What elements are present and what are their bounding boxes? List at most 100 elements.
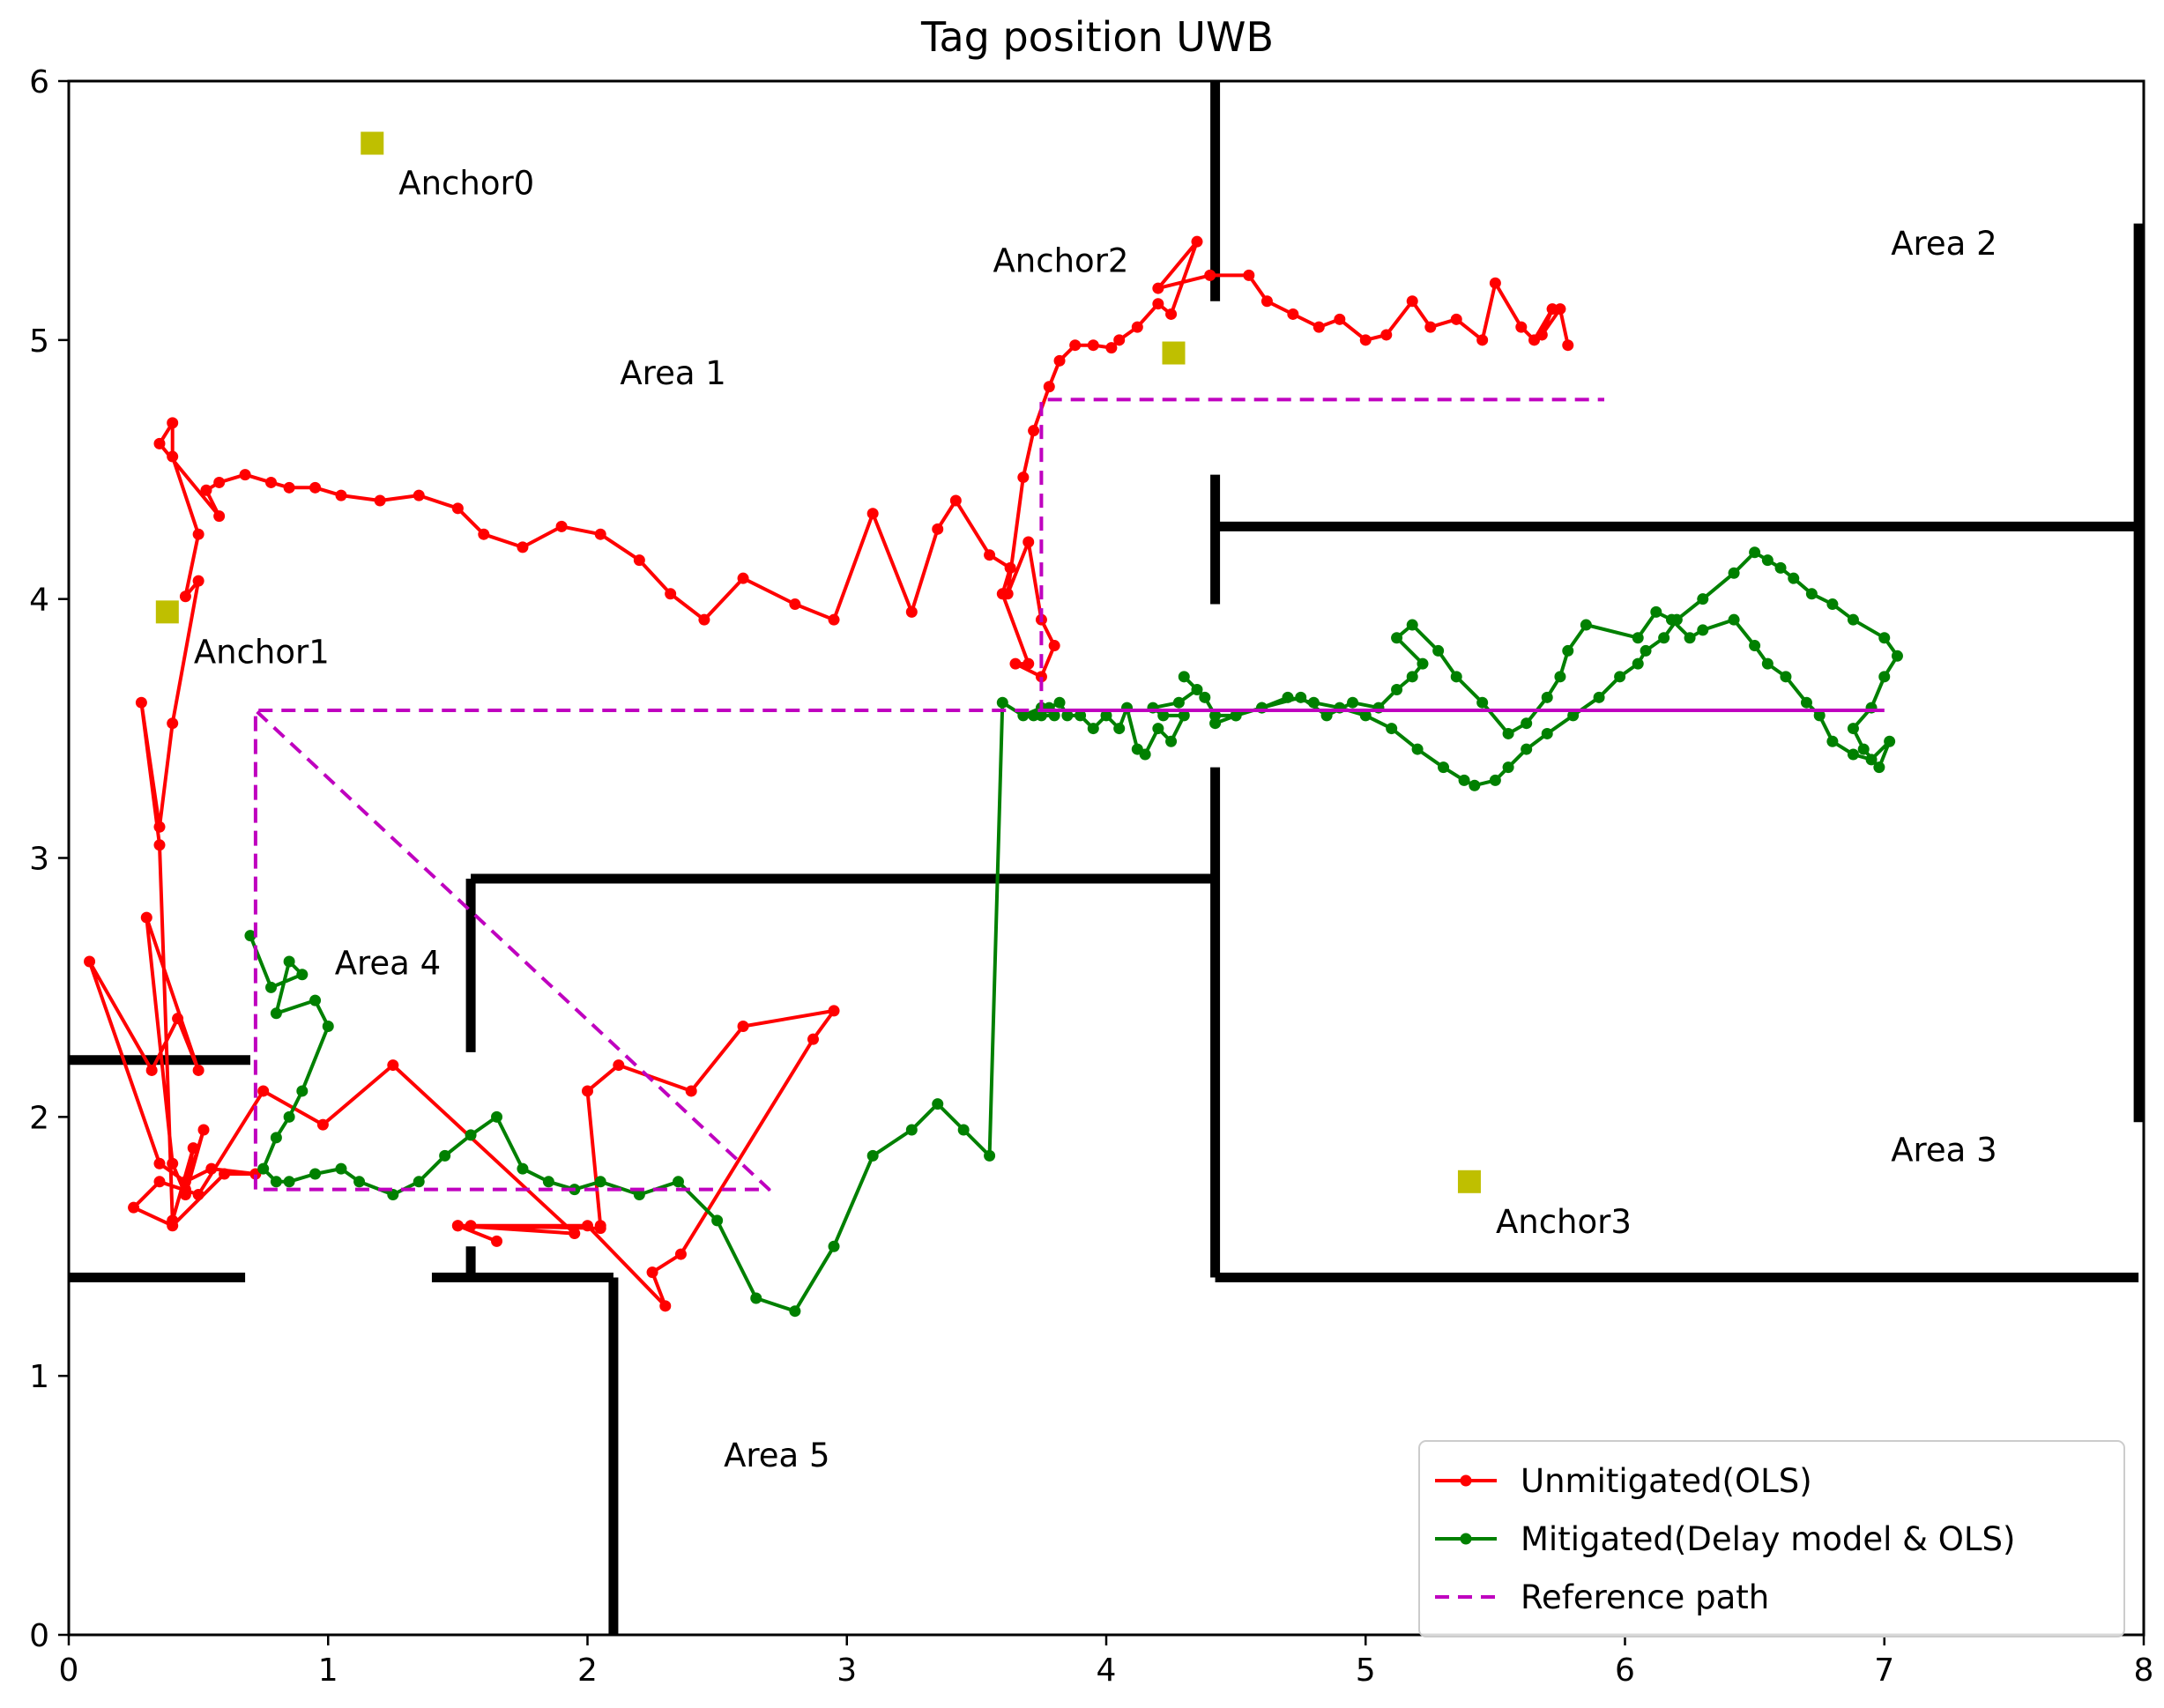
series-1-point	[1891, 650, 1903, 662]
series-0-point	[192, 575, 205, 587]
legend-label-1: Mitigated(Delay model & OLS)	[1521, 1520, 2015, 1558]
series-1-point	[270, 1007, 282, 1020]
series-0-point	[1424, 321, 1437, 333]
series-0-point	[932, 523, 944, 535]
series-1-point	[1580, 619, 1592, 631]
series-0-point	[309, 481, 322, 494]
anchor-marker-1	[155, 600, 179, 624]
series-0-point	[1243, 269, 1255, 281]
series-0-point	[451, 1220, 464, 1232]
series-1-point	[996, 696, 1008, 709]
series-1-point	[1178, 671, 1190, 683]
anchor-label-1: Anchor1	[194, 633, 330, 671]
series-1-point	[1826, 598, 1839, 611]
series-1-point	[1035, 709, 1047, 722]
series-1-point	[1087, 723, 1099, 735]
series-0-point	[1406, 295, 1418, 308]
x-tick-label: 4	[1097, 1652, 1117, 1689]
series-0-point	[1028, 425, 1040, 437]
series-0-point	[84, 955, 96, 968]
series-1-point	[1075, 709, 1087, 722]
series-1-point	[1684, 632, 1696, 644]
series-0-point	[1380, 329, 1393, 341]
series-1-point	[1282, 691, 1294, 703]
x-tick-label: 5	[1356, 1652, 1376, 1689]
series-0-point	[737, 572, 749, 584]
series-0-point	[1260, 295, 1273, 308]
series-line-1	[249, 550, 1900, 1313]
series-1-point	[1640, 644, 1652, 657]
series-1-point	[957, 1124, 970, 1136]
series-0-point	[1048, 640, 1060, 652]
series-1-point	[257, 1162, 270, 1175]
series-1-point	[1053, 696, 1066, 709]
x-tick-label: 2	[577, 1652, 598, 1689]
series-0-point	[582, 1220, 593, 1232]
series-0-point	[633, 554, 645, 567]
y-tick-label: 0	[29, 1618, 49, 1654]
series-1-point	[309, 994, 322, 1006]
series-1-point	[1391, 632, 1403, 644]
series-1-point	[1061, 709, 1074, 722]
series-1-point	[633, 1188, 645, 1200]
series-0-point	[153, 839, 166, 851]
series-1-point	[1554, 671, 1566, 683]
series-1-point	[1521, 743, 1533, 755]
series-0-point	[478, 528, 490, 540]
x-tick-label: 0	[59, 1652, 79, 1689]
series-0-point	[335, 489, 347, 501]
anchor-marker-3	[1457, 1170, 1481, 1193]
series-1-point	[1614, 671, 1626, 683]
series-0-point	[192, 1064, 205, 1076]
series-1-point	[1826, 735, 1839, 747]
series-0-point	[807, 1033, 819, 1045]
series-0-point	[167, 717, 179, 730]
series-0-point	[1165, 308, 1178, 320]
y-tick-label: 4	[29, 583, 49, 619]
x-tick-label: 6	[1615, 1652, 1635, 1689]
series-0-point	[1053, 354, 1066, 367]
series-0-point	[167, 1214, 179, 1227]
series-0-point	[1105, 342, 1118, 354]
series-0-point	[128, 1201, 140, 1214]
series-1-point	[270, 1132, 282, 1144]
series-0-point	[153, 1176, 166, 1188]
series-0-point	[582, 1085, 593, 1097]
series-0-point	[387, 1059, 399, 1072]
series-0-point	[213, 510, 226, 523]
series-1-point	[1873, 761, 1885, 774]
series-0-point	[1023, 657, 1035, 670]
ticks-layer: 0 1 2 3 4 5 6 7 8 0 1 2 3 4 5 6	[29, 64, 2153, 1689]
legend-marker-0	[1460, 1474, 1472, 1487]
series-1-point	[283, 955, 295, 968]
series-1-point	[1172, 696, 1185, 709]
series-1-point	[1697, 593, 1709, 605]
series-0-point	[659, 1300, 672, 1312]
series-1-point	[1199, 691, 1211, 703]
series-1-point	[1359, 709, 1372, 722]
series-1-point	[1780, 671, 1792, 683]
series-0-point	[594, 528, 606, 540]
y-tick-label: 6	[29, 64, 49, 100]
series-0-point	[828, 1005, 840, 1017]
series-1-point	[1502, 761, 1514, 774]
y-tick-label: 2	[29, 1100, 49, 1136]
series-0-point	[179, 590, 191, 603]
series-0-point	[1476, 334, 1489, 346]
series-0-point	[192, 528, 205, 540]
series-1-point	[1113, 723, 1126, 735]
series-1-point	[1670, 613, 1683, 626]
series-1-point	[1650, 605, 1662, 618]
series-1-point	[244, 930, 257, 942]
series-0-point	[283, 481, 295, 494]
series-0-point	[1152, 282, 1164, 294]
series-1-point	[1502, 727, 1514, 739]
series-layer	[84, 235, 1903, 1318]
series-0-point	[316, 1118, 329, 1131]
series-1-point	[1593, 691, 1605, 703]
series-0-point	[1489, 277, 1501, 289]
series-1-point	[1800, 696, 1812, 709]
series-0-point	[685, 1085, 697, 1097]
series-1-point	[1391, 684, 1403, 696]
